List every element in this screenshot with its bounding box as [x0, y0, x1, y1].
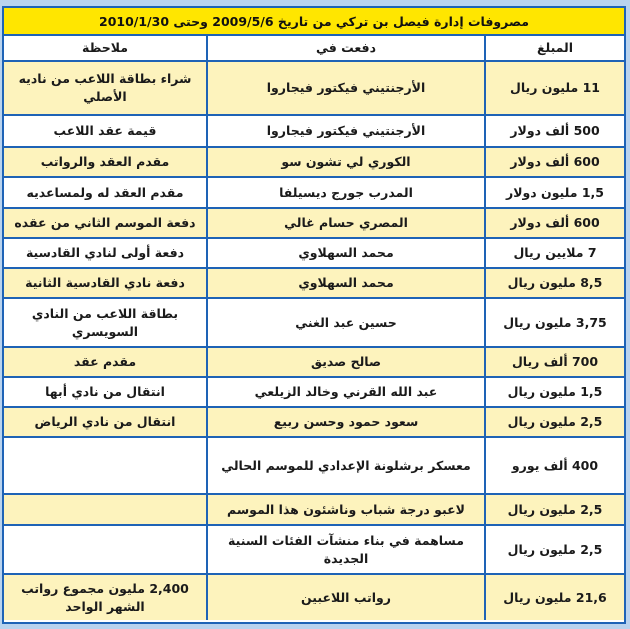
table-row: 600 ألف دولار المصري حسام غالي دفعة الموسم…: [4, 207, 624, 239]
expenses-table: المبلغ دفعت في ملاحظة 11 مليون ريال الأرج…: [4, 36, 624, 620]
cell-note: انتقال من نادي أبها: [4, 376, 208, 408]
cell-amount: 700 ألف ريال: [484, 346, 624, 378]
cell-paid-for: محمد السهلاوي: [206, 237, 486, 269]
cell-note: مقدم العقد والرواتب: [4, 146, 208, 178]
cell-amount: 3,75 مليون ريال: [484, 297, 624, 348]
cell-note: 2,400 مليون مجموع رواتب الشهر الواحد: [4, 573, 208, 620]
cell-note: انتقال من نادي الرياض: [4, 406, 208, 438]
cell-paid-for: مساهمة في بناء منشآت الفئات السنية الجدي…: [206, 524, 486, 575]
cell-note: [4, 524, 208, 575]
cell-paid-for: حسين عبد الغني: [206, 297, 486, 348]
cell-amount: 400 ألف يورو: [484, 436, 624, 495]
cell-note: [4, 436, 208, 495]
table-row: 8,5 مليون ريال محمد السهلاوي دفعة نادي الق…: [4, 267, 624, 299]
table-row: 2,5 مليون ريال مساهمة في بناء منشآت الفئا…: [4, 524, 624, 575]
cell-note: [4, 493, 208, 526]
cell-amount: 8,5 مليون ريال: [484, 267, 624, 299]
table-row: 2,5 مليون ريال سعود حمود وحسن ربيع انتقال …: [4, 406, 624, 438]
cell-paid-for: الكوري لي تشون سو: [206, 146, 486, 178]
header-amount: المبلغ: [484, 36, 624, 62]
cell-note: دفعة الموسم الثاني من عقده: [4, 207, 208, 239]
table-row: 400 ألف يورو معسكر برشلونة الإعدادي للموس…: [4, 436, 624, 495]
table-row: 21,6 مليون ريال رواتب اللاعبين 2,400 مليون…: [4, 573, 624, 620]
cell-amount: 1,5 مليون ريال: [484, 376, 624, 408]
table-row: 500 ألف دولار الأرجنتيني فيكتور فيجاروا قي…: [4, 114, 624, 148]
cell-paid-for: لاعبو درجة شباب وناشئون هذا الموسم: [206, 493, 486, 526]
cell-amount: 11 مليون ريال: [484, 60, 624, 116]
cell-amount: 500 ألف دولار: [484, 114, 624, 148]
header-paid-for: دفعت في: [206, 36, 486, 62]
cell-paid-for: صالح صديق: [206, 346, 486, 378]
table-row: 600 ألف دولار الكوري لي تشون سو مقدم العقد…: [4, 146, 624, 178]
cell-note: دفعة أولى لنادي القادسية: [4, 237, 208, 269]
table-row: 700 ألف ريال صالح صديق مقدم عقد: [4, 346, 624, 378]
cell-amount: 2,5 مليون ريال: [484, 406, 624, 438]
expenses-table-frame: مصروفات إدارة فيصل بن تركي من تاريخ 2009…: [2, 6, 626, 624]
cell-amount: 21,6 مليون ريال: [484, 573, 624, 620]
cell-amount: 600 ألف دولار: [484, 207, 624, 239]
cell-paid-for: المصري حسام غالي: [206, 207, 486, 239]
cell-paid-for: المدرب جورج ديسيلفا: [206, 176, 486, 209]
cell-note: دفعة نادي القادسية الثانية: [4, 267, 208, 299]
cell-paid-for: عبد الله القرني وخالد الزيلعي: [206, 376, 486, 408]
table-row: 2,5 مليون ريال لاعبو درجة شباب وناشئون هذ…: [4, 493, 624, 526]
cell-paid-for: الأرجنتيني فيكتور فيجاروا: [206, 60, 486, 116]
cell-note: شراء بطاقة اللاعب من ناديه الأصلي: [4, 60, 208, 116]
table-title: مصروفات إدارة فيصل بن تركي من تاريخ 2009…: [4, 8, 624, 36]
cell-note: بطاقة اللاعب من النادي السويسري: [4, 297, 208, 348]
table-row: 1,5 مليون دولار المدرب جورج ديسيلفا مقدم ا…: [4, 176, 624, 209]
cell-amount: 7 ملايين ريال: [484, 237, 624, 269]
cell-amount: 1,5 مليون دولار: [484, 176, 624, 209]
cell-amount: 600 ألف دولار: [484, 146, 624, 178]
cell-paid-for: رواتب اللاعبين: [206, 573, 486, 620]
cell-note: مقدم العقد له ولمساعديه: [4, 176, 208, 209]
cell-paid-for: محمد السهلاوي: [206, 267, 486, 299]
table-row: 11 مليون ريال الأرجنتيني فيكتور فيجاروا شر…: [4, 60, 624, 116]
cell-paid-for: معسكر برشلونة الإعدادي للموسم الحالي: [206, 436, 486, 495]
table-row: 7 ملايين ريال محمد السهلاوي دفعة أولى لناد…: [4, 237, 624, 269]
cell-paid-for: سعود حمود وحسن ربيع: [206, 406, 486, 438]
cell-amount: 2,5 مليون ريال: [484, 493, 624, 526]
header-note: ملاحظة: [4, 36, 208, 62]
cell-note: مقدم عقد: [4, 346, 208, 378]
cell-note: قيمة عقد اللاعب: [4, 114, 208, 148]
cell-amount: 2,5 مليون ريال: [484, 524, 624, 575]
table-row: 3,75 مليون ريال حسين عبد الغني بطاقة اللاع…: [4, 297, 624, 348]
table-row: 1,5 مليون ريال عبد الله القرني وخالد الزي…: [4, 376, 624, 408]
cell-paid-for: الأرجنتيني فيكتور فيجاروا: [206, 114, 486, 148]
